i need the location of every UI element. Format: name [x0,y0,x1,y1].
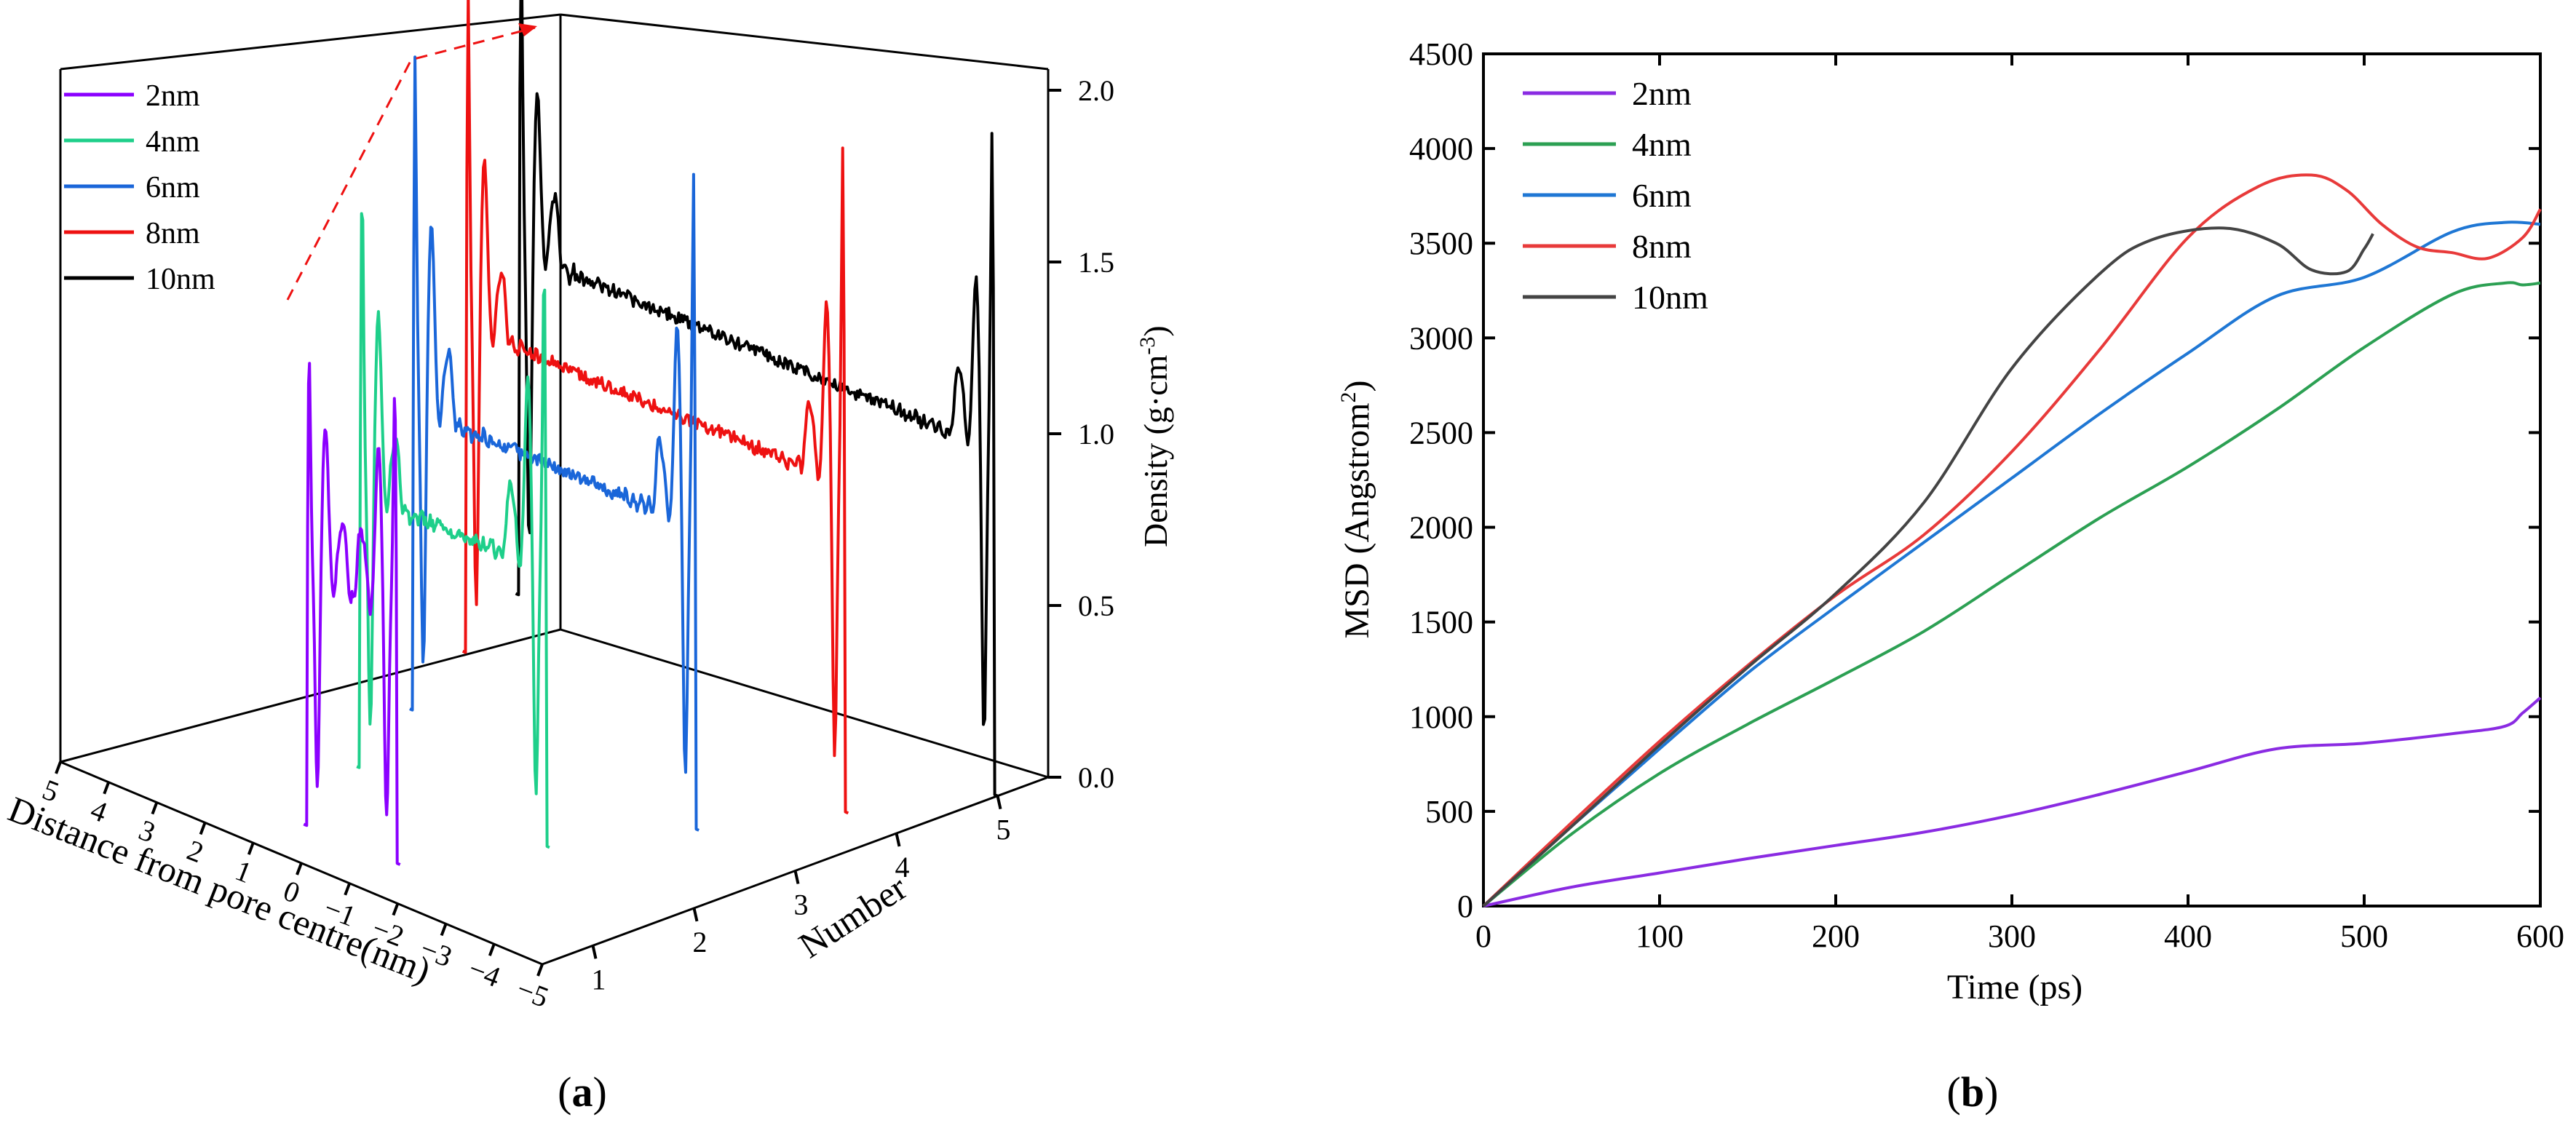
panel-b-x-tick-label: 500 [2340,918,2388,954]
panel-b-x-tick-label: 600 [2516,918,2564,954]
panel-b-x-ticks: 0 100 200 300 400 500 600 [1475,54,2564,954]
panel-b-y-tick-label: 3500 [1409,226,1473,261]
panel-a-x-tick-label: −4 [464,952,505,993]
panel-a-series-2nm-trace [303,362,401,866]
panel-a-y-tick-mark [692,907,699,922]
panel-a-box-frame [59,13,1050,966]
panel-b-series-2nm-line [1483,696,2542,907]
panel-a-legend: 2nm 4nm 6nm 8nm 10nm [64,79,215,296]
panel-a-series-8nm-trace [461,0,849,815]
panel-a-z-tick-label: 2.0 [1078,74,1114,107]
panel-b-x-tick-label: 400 [2164,918,2212,954]
panel-b-legend-label-10nm: 10nm [1632,279,1708,316]
panel-a-trend-arrow [286,23,537,301]
panel-a-x-tick-mark [488,943,496,956]
panel-b-legend: 2nm 4nm 6nm 8nm 10nm [1523,75,1708,316]
panel-a-x-tick-mark [440,923,448,937]
panel-a-x-tick-mark [536,964,544,977]
panel-a-x-tick-mark [103,782,111,795]
panel-b-y-tick-label: 500 [1425,794,1473,830]
panel-b-series-10nm-line [1482,226,2374,907]
panel-b-legend-label-2nm: 2nm [1632,75,1692,112]
panel-a-legend-label-6nm: 6nm [146,171,200,204]
panel-a-x-tick-label: −5 [512,972,553,1014]
panel-b-y-tick-label: 1000 [1409,699,1473,735]
panel-a-traces [303,0,999,866]
panel-a-x-tick-mark [151,801,159,815]
panel-a-legend-label-8nm: 8nm [146,217,200,250]
panel-a-y-tick-label: 5 [996,814,1011,846]
panel-a-series-6nm-trace [409,55,700,832]
panel-a-y-axis-label: Number [791,867,914,966]
panel-b-y-tick-label: 4500 [1409,36,1473,72]
panel-b-x-tick-label: 300 [1988,918,2036,954]
panel-a-x-tick-mark [247,842,255,855]
panel-a-series-4nm-trace [356,212,550,849]
panel-b-series-4nm-line [1482,281,2541,907]
panel-b-y-tick-label: 0 [1457,889,1473,924]
panel-a-x-tick-mark [55,761,62,774]
panel-a-x-tick-mark [392,902,400,916]
panel-a-z-tick-label: 0.0 [1078,761,1114,794]
panel-a-caption: (a) [558,1068,607,1116]
panel-b-y-axis-label: MSD (Angstrom2) [1336,380,1376,638]
panel-a-z-tick-label: 0.5 [1078,589,1114,622]
panel-b-y-tick-label: 4000 [1409,131,1473,167]
panel-a-x-axis-label: Distance from pore centre(nm) [3,788,436,991]
panel-a-x-tick-mark [296,862,303,875]
panel-b-y-tick-label: 2500 [1409,415,1473,450]
panel-b-legend-label-6nm: 6nm [1632,177,1692,214]
panel-b-x-tick-label: 0 [1475,918,1491,954]
panel-b-x-axis-label: Time (ps) [1947,968,2082,1006]
panel-b-legend-label-4nm: 4nm [1632,126,1692,163]
panel-a-legend-label-2nm: 2nm [146,79,200,113]
panel-a-x-tick-mark [344,883,352,896]
panel-a-y-tick-mark [895,833,901,847]
panel-b-y-tick-label: 3000 [1409,320,1473,356]
panel-b-msd-chart: 0 100 200 300 400 500 600 0 500 1000 1500 2000 2500… [1336,36,2564,1116]
panel-b-y-ticks: 0 500 1000 1500 2000 2500 3000 3500 4000 4500 [1409,36,2540,924]
panel-a-y-tick-mark [793,870,800,884]
panel-a-y-tick-mark [996,795,1002,810]
panel-a-y-tick-label: 3 [794,889,809,921]
panel-a-y-tick-label: 4 [895,851,910,883]
panel-a-y-ticks: 1 2 3 4 5 [591,795,1011,996]
panel-a-legend-label-10nm: 10nm [146,263,215,296]
panel-b-legend-label-8nm: 8nm [1632,228,1692,265]
panel-b-series-lines [1482,173,2542,907]
panel-a-y-tick-mark [591,945,598,959]
panel-a-y-tick-label: 2 [693,926,708,958]
panel-a-z-tick-label: 1.5 [1078,246,1114,279]
panel-a-z-ticks: 0.0 0.5 1.0 1.5 2.0 [1048,74,1114,794]
panel-a-legend-label-4nm: 4nm [146,125,200,159]
panel-a-z-axis-label: Density (g·cm-3) [1136,325,1174,547]
panel-b-series-6nm-line [1482,221,2541,907]
panel-b-x-tick-label: 200 [1812,918,1860,954]
panel-b-series-8nm-line [1482,173,2542,907]
panel-b-y-tick-label: 2000 [1409,510,1473,546]
panel-a-z-tick-label: 1.0 [1078,418,1114,450]
panel-a-series-10nm-trace [515,0,999,798]
panel-a-x-tick-mark [199,822,207,835]
panel-b-y-tick-label: 1500 [1409,605,1473,640]
panel-a-y-tick-label: 1 [592,963,606,996]
panel-b-caption: (b) [1947,1068,1999,1116]
panel-b-x-tick-label: 100 [1636,918,1684,954]
